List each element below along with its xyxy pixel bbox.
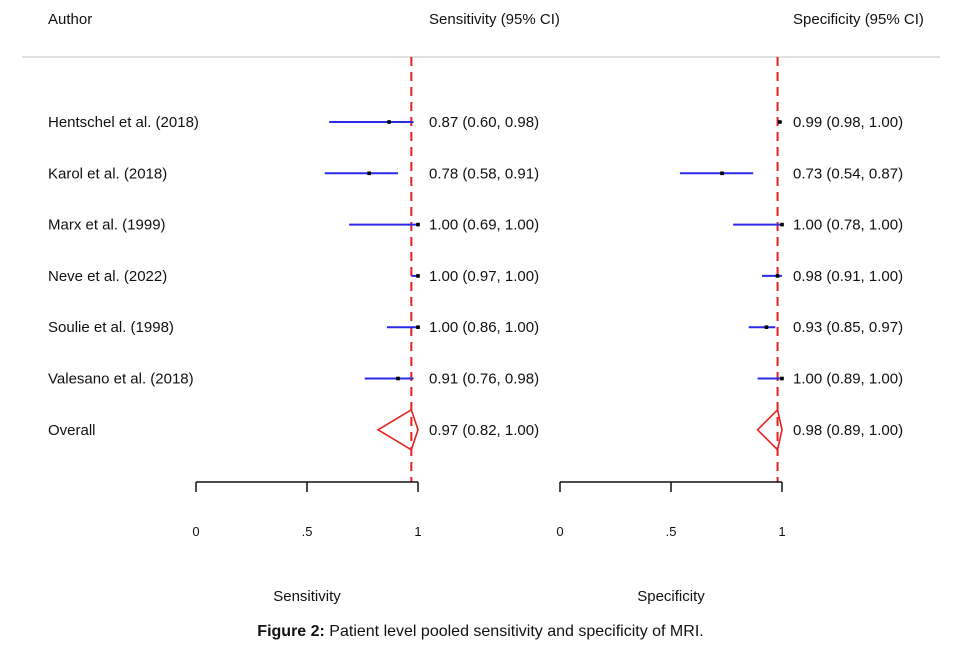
- specificity-ci-label: 1.00 (0.78, 1.00): [793, 217, 903, 234]
- specificity-ci-label: 1.00 (0.89, 1.00): [793, 371, 903, 388]
- specificity-point: [780, 376, 784, 381]
- specificity-ci-label: 0.93 (0.85, 0.97): [793, 319, 903, 336]
- specificity-point: [764, 325, 769, 329]
- sensitivity-axis-title: Sensitivity: [273, 588, 341, 605]
- figure-caption: Figure 2: Patient level pooled sensitivi…: [0, 623, 961, 641]
- sensitivity-point: [416, 325, 420, 329]
- sensitivity-ci-label: 1.00 (0.86, 1.00): [429, 319, 539, 336]
- study-author: Marx et al. (1999): [48, 217, 166, 234]
- sensitivity-point: [396, 376, 400, 381]
- sensitivity-overall-diamond: [376, 408, 419, 451]
- sensitivity-ci-label: 0.78 (0.58, 0.91): [429, 165, 539, 182]
- sensitivity-point: [367, 171, 371, 176]
- specificity-overall-label: 0.98 (0.89, 1.00): [793, 422, 903, 439]
- sensitivity-tick-label: 1: [414, 524, 421, 539]
- study-author: Neve et al. (2022): [48, 268, 167, 285]
- sensitivity-point: [416, 274, 420, 278]
- sensitivity-tick-label: 0: [192, 524, 199, 539]
- specificity-ci-label: 0.73 (0.54, 0.87): [793, 165, 903, 182]
- header-author: Author: [48, 11, 92, 28]
- sensitivity-ci-label: 1.00 (0.69, 1.00): [429, 217, 539, 234]
- sensitivity-overall-label: 0.97 (0.82, 1.00): [429, 422, 539, 439]
- study-author: Karol et al. (2018): [48, 165, 167, 182]
- specificity-ci-label: 0.99 (0.98, 1.00): [793, 114, 903, 131]
- specificity-tick-label: .5: [666, 524, 677, 539]
- study-author: Valesano et al. (2018): [48, 371, 194, 388]
- header-sensitivity: Sensitivity (95% CI): [429, 11, 560, 28]
- sensitivity-tick-label: .5: [302, 524, 313, 539]
- sensitivity-point: [387, 120, 391, 124]
- specificity-point: [720, 171, 724, 176]
- specificity-axis-title: Specificity: [637, 588, 705, 605]
- specificity-tick-label: 1: [778, 524, 785, 539]
- header-specificity: Specificity (95% CI): [793, 11, 924, 28]
- sensitivity-point: [416, 222, 420, 227]
- caption-prefix: Figure 2:: [257, 623, 325, 640]
- study-author: Soulie et al. (1998): [48, 319, 174, 336]
- study-author: Hentschel et al. (2018): [48, 114, 199, 131]
- specificity-tick-label: 0: [556, 524, 563, 539]
- sensitivity-ci-label: 0.87 (0.60, 0.98): [429, 114, 539, 131]
- overall-label: Overall: [48, 422, 96, 439]
- sensitivity-ci-label: 1.00 (0.97, 1.00): [429, 268, 539, 285]
- specificity-ci-label: 0.98 (0.91, 1.00): [793, 268, 903, 285]
- specificity-point: [780, 222, 784, 227]
- forest-marks: Hentschel et al. (2018) 0.87 (0.60, 0.98)…: [48, 57, 903, 605]
- specificity-overall-diamond: [756, 408, 783, 452]
- sensitivity-ci-label: 0.91 (0.76, 0.98): [429, 371, 539, 388]
- caption-text: Patient level pooled sensitivity and spe…: [324, 623, 704, 640]
- specificity-point: [775, 274, 780, 278]
- specificity-point: [777, 120, 782, 124]
